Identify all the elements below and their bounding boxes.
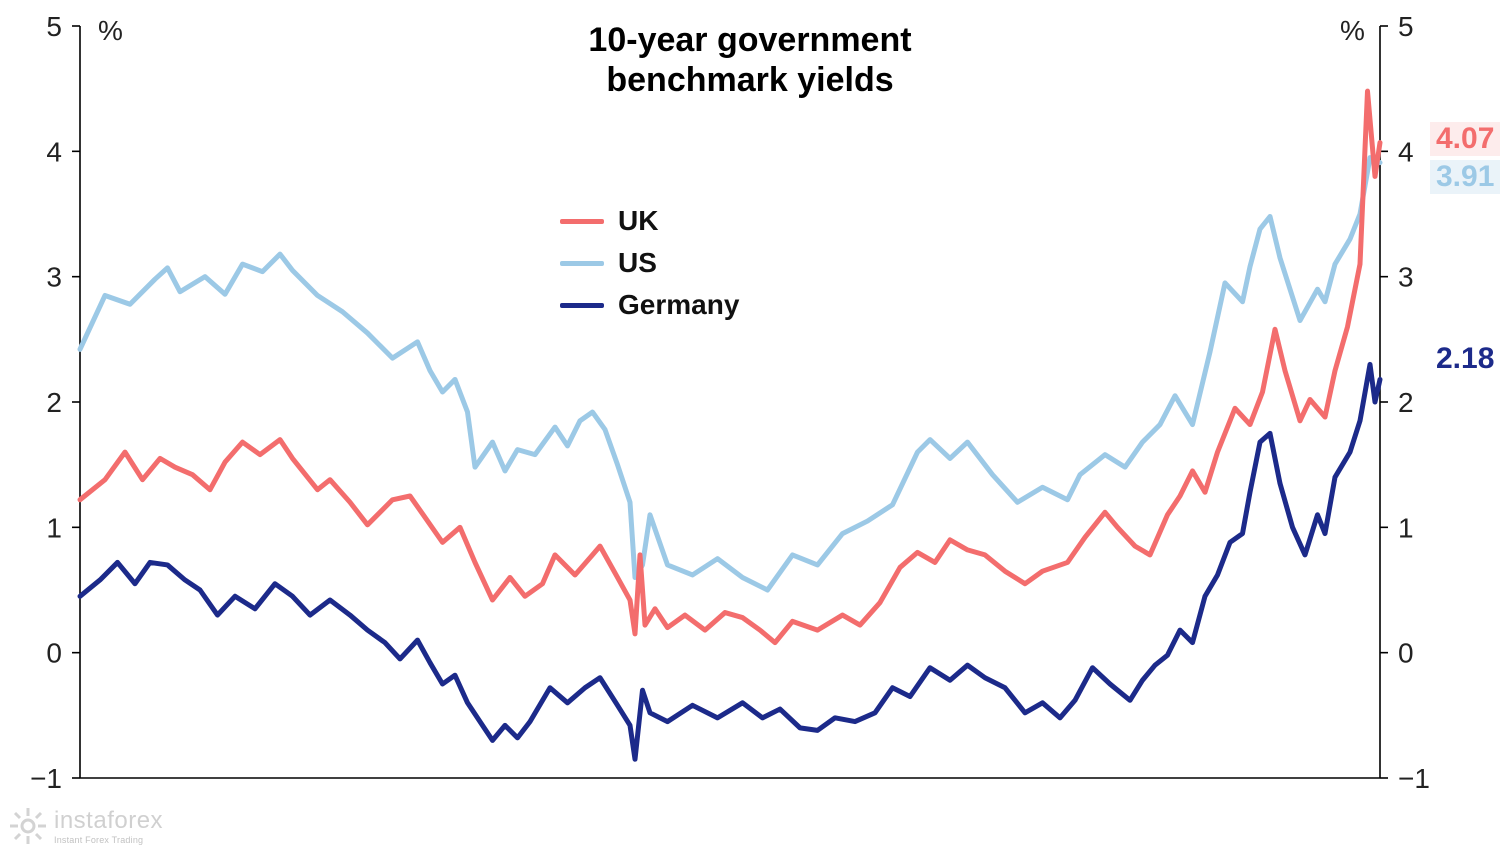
chart-container: −1−1001122334455%%1819202122 10-year gov… [0,0,1500,850]
legend-item-uk: UK [560,200,739,242]
svg-text:1: 1 [46,512,62,543]
svg-text:−1: −1 [1398,763,1430,794]
chart-title: 10-year government benchmark yields [0,20,1500,100]
end-value-germany: 2.18 [1430,342,1500,376]
svg-text:−1: −1 [30,763,62,794]
chart-svg: −1−1001122334455%%1819202122 [0,0,1500,850]
watermark-sub: Instant Forex Trading [54,835,163,845]
legend-item-us: US [560,242,739,284]
gear-icon [8,806,48,846]
series-line-uk [80,91,1380,642]
svg-text:3: 3 [46,262,62,293]
legend-swatch [560,261,604,266]
svg-text:4: 4 [46,136,62,167]
end-value-uk: 4.07 [1430,122,1500,156]
watermark-main: instaforex [54,807,163,835]
svg-text:1: 1 [1398,512,1414,543]
legend-label: UK [618,205,658,237]
chart-title-line1: 10-year government [0,20,1500,60]
svg-text:2: 2 [1398,387,1414,418]
legend-swatch [560,219,604,224]
end-value-us: 3.91 [1430,160,1500,194]
legend: UK US Germany [560,200,739,326]
legend-swatch [560,303,604,308]
svg-text:3: 3 [1398,262,1414,293]
svg-text:0: 0 [46,638,62,669]
chart-title-line2: benchmark yields [0,60,1500,100]
svg-text:4: 4 [1398,136,1414,167]
watermark: instaforex Instant Forex Trading [8,806,163,846]
legend-item-germany: Germany [560,284,739,326]
legend-label: US [618,247,657,279]
legend-label: Germany [618,289,739,321]
series-line-germany [80,364,1380,759]
svg-text:0: 0 [1398,638,1414,669]
svg-text:2: 2 [46,387,62,418]
